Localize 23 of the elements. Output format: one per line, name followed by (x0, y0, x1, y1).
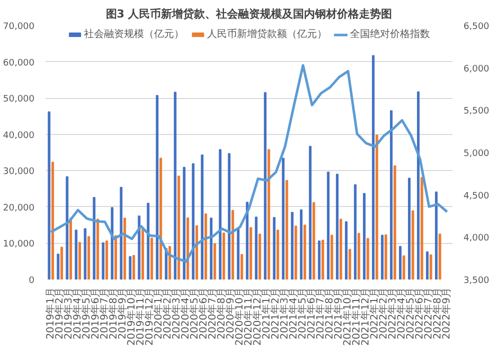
y2-tick-label: 6,500 (464, 22, 490, 32)
legend-label: 人民币新增贷款额（亿元） (207, 28, 327, 41)
y-tick-label: 30,000 (3, 167, 35, 178)
y-tick-label: 40,000 (3, 130, 35, 141)
y2-tick-label: 4,500 (464, 191, 490, 202)
y-tick-label: 20,000 (3, 203, 35, 214)
x-tick-label: 2022年9月 (440, 288, 453, 340)
y2-tick-label: 5,500 (464, 106, 490, 117)
y2-tick-label: 6,000 (464, 64, 490, 74)
y2-tick-label: 3,500 (464, 276, 490, 286)
y-tick-label: 10,000 (3, 240, 35, 250)
x-tick-label: 2020年11月 (242, 287, 254, 346)
y-tick-label: 60,000 (3, 58, 35, 68)
y2-tick-label: 5,000 (464, 149, 490, 159)
chart-title: 图3 人民币新增贷款、社会融资规模及国内钢材价格走势图 (106, 8, 392, 20)
y2-tick-label: 4,000 (464, 234, 490, 244)
x-tick-label: 2020年10月 (233, 287, 246, 346)
y-tick-label: 70,000 (3, 22, 35, 32)
line-series (50, 64, 448, 263)
legend-label: 社会融资规模（亿元） (84, 28, 184, 41)
legend-label: 全国绝对价格指数 (350, 28, 430, 41)
y-tick-label: 0 (28, 276, 35, 286)
y-tick-label: 50,000 (3, 94, 35, 105)
